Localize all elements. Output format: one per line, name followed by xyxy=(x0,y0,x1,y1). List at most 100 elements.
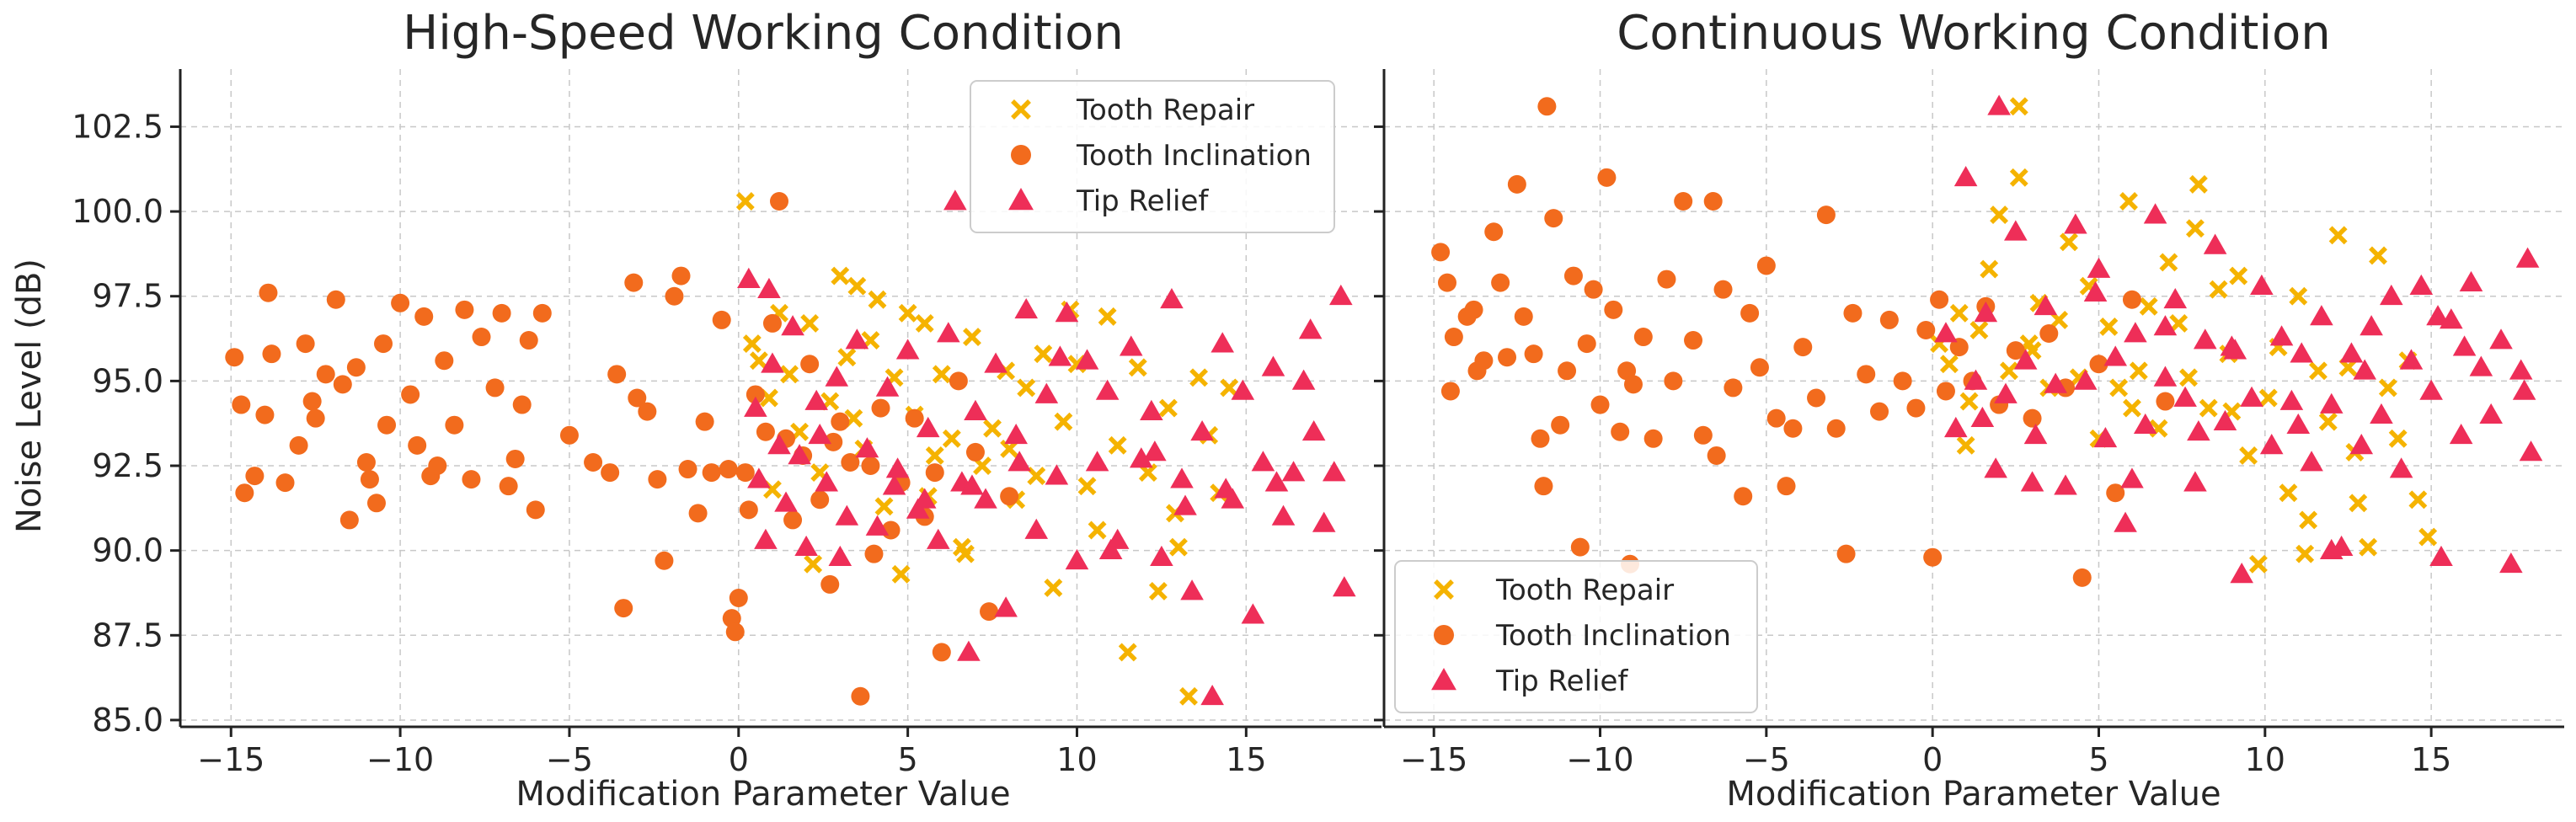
point-tooth-inclination xyxy=(735,463,755,483)
point-tooth-inclination xyxy=(1514,307,1533,326)
point-tooth-repair xyxy=(874,497,894,516)
point-tip-relief xyxy=(767,434,791,455)
point-tooth-repair xyxy=(1969,321,1989,339)
point-tip-relief xyxy=(2429,545,2453,567)
point-tip-relief xyxy=(2349,434,2374,455)
point-tooth-inclination xyxy=(2023,408,2042,428)
point-tooth-repair xyxy=(983,419,1002,438)
point-tip-relief xyxy=(2310,305,2333,326)
point-tip-relief xyxy=(1065,548,1089,570)
point-tip-relief xyxy=(781,315,804,336)
point-tooth-inclination xyxy=(1643,429,1663,448)
point-tooth-repair xyxy=(2229,266,2248,286)
point-tooth-repair xyxy=(2295,544,2315,563)
point-tooth-inclination xyxy=(2006,341,2025,360)
point-tip-relief xyxy=(1994,382,2018,403)
point-tip-relief xyxy=(960,474,984,495)
point-tooth-inclination xyxy=(391,293,410,312)
point-tip-relief xyxy=(2133,413,2157,435)
x-tick-label: −10 xyxy=(1566,741,1633,778)
legend-marker-tooth-inclination xyxy=(1434,625,1454,645)
point-tip-relief xyxy=(1312,511,1336,532)
point-tooth-inclination xyxy=(235,483,254,503)
point-tooth-inclination xyxy=(1783,419,1803,438)
point-tooth-repair xyxy=(925,446,944,465)
point-tooth-repair xyxy=(1158,398,1178,418)
point-tooth-inclination xyxy=(339,510,359,530)
point-tooth-inclination xyxy=(1893,371,1912,391)
point-tip-relief xyxy=(1261,355,1285,376)
point-tooth-inclination xyxy=(871,398,890,418)
point-tip-relief xyxy=(1180,579,1204,600)
point-tip-relief xyxy=(1130,447,1153,468)
point-tip-relief xyxy=(2286,413,2311,435)
legend-label-tip-relief: Tip Relief xyxy=(1495,665,1628,698)
point-tip-relief xyxy=(1281,461,1306,482)
point-tooth-inclination xyxy=(2089,355,2108,374)
x-tick-label: 5 xyxy=(898,741,918,778)
point-tip-relief xyxy=(1943,416,1968,438)
point-tooth-inclination xyxy=(512,395,532,414)
point-tip-relief xyxy=(1322,461,1346,482)
point-tip-relief xyxy=(2023,423,2048,445)
point-tip-relief xyxy=(2054,474,2077,495)
point-tip-relief xyxy=(2519,440,2543,462)
point-tooth-inclination xyxy=(695,412,714,431)
point-tip-relief xyxy=(1987,94,2011,115)
point-tooth-repair xyxy=(2369,246,2387,265)
y-tick-label: 102.5 xyxy=(72,108,163,145)
point-tooth-inclination xyxy=(1464,300,1483,319)
legend-swatch-tip-relief xyxy=(1008,188,1034,211)
point-tooth-repair xyxy=(2109,378,2129,398)
y-tick-label: 95.0 xyxy=(92,362,163,399)
point-tooth-repair xyxy=(837,348,857,367)
point-tip-relief xyxy=(2173,386,2197,407)
panel-continuous-title: Continuous Working Condition xyxy=(1617,6,2331,61)
point-tooth-inclination xyxy=(925,463,944,483)
panel-high-speed-ticks: −15 −10 −5 0 5 10 15 85.0 87.5 90.0 92.5 95.0 97.5 10… xyxy=(72,108,1266,778)
point-tooth-inclination xyxy=(1693,425,1713,445)
point-tip-relief xyxy=(2279,389,2304,410)
point-tooth-repair xyxy=(2119,192,2138,211)
point-tooth-repair xyxy=(898,303,917,323)
point-tip-relief xyxy=(1075,349,1099,370)
point-tooth-inclination xyxy=(275,473,295,493)
point-tooth-inclination xyxy=(1664,371,1683,391)
point-tooth-inclination xyxy=(505,449,525,468)
point-tooth-inclination xyxy=(225,348,244,367)
panel-high-speed: −15 −10 −5 0 5 10 15 85.0 87.5 90.0 92.5 95.0 97.5 10… xyxy=(10,6,1382,814)
legend-marker-tooth-repair xyxy=(1011,99,1031,120)
point-tip-relief xyxy=(1974,302,1998,323)
point-tooth-repair xyxy=(2129,361,2148,381)
point-tooth-repair xyxy=(942,429,961,448)
point-tip-relief xyxy=(828,545,852,567)
point-tooth-repair xyxy=(742,334,762,354)
legend-label-tooth-inclination: Tooth Inclination xyxy=(1495,619,1731,653)
legend-marker-tooth-repair xyxy=(1434,579,1454,600)
point-tooth-repair xyxy=(2060,232,2078,252)
point-tooth-inclination xyxy=(346,358,366,377)
point-tooth-inclination xyxy=(519,331,538,350)
legend-swatch-tooth-repair xyxy=(1011,99,1031,120)
point-tip-relief xyxy=(1034,382,1059,403)
point-tooth-repair xyxy=(1959,392,1979,411)
point-tip-relief xyxy=(2193,328,2217,350)
point-tooth-inclination xyxy=(665,286,684,306)
point-tip-relief xyxy=(1984,457,2007,478)
point-tooth-inclination xyxy=(638,402,657,421)
point-tooth-inclination xyxy=(532,303,552,323)
point-tooth-repair xyxy=(1179,686,1198,706)
legend-marker-tooth-inclination xyxy=(1011,145,1031,165)
point-tooth-inclination xyxy=(648,470,667,489)
point-tooth-inclination xyxy=(1949,338,1969,357)
panel-continuous-legend: Tooth Repair Tooth Inclination Tip Relie… xyxy=(1394,560,1758,713)
panel-high-speed-marks xyxy=(225,189,1356,706)
point-tooth-inclination xyxy=(289,435,308,455)
x-tick-label: 0 xyxy=(1922,741,1943,778)
point-tooth-inclination xyxy=(366,494,386,513)
point-tooth-repair xyxy=(1098,307,1117,326)
panel-continuous-marks xyxy=(1431,94,2543,587)
point-tip-relief xyxy=(2419,379,2443,400)
point-tooth-repair xyxy=(1088,520,1107,540)
point-tip-relief xyxy=(1241,603,1265,624)
